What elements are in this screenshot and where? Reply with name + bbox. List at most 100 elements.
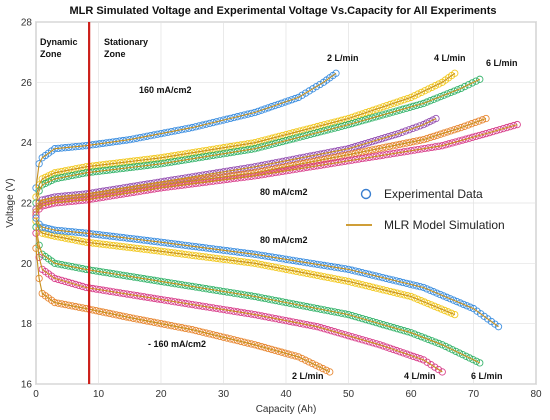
- data-point: [296, 319, 304, 327]
- data-point: [382, 343, 391, 351]
- data-point: [416, 100, 424, 109]
- data-point: [109, 310, 117, 318]
- data-point: [122, 313, 131, 321]
- data-point: [410, 330, 419, 338]
- data-point: [392, 277, 400, 285]
- data-point: [181, 324, 189, 333]
- data-point: [419, 135, 428, 144]
- data-point: [375, 144, 383, 153]
- data-point: [341, 277, 349, 285]
- data-point: [251, 341, 259, 349]
- data-point: [482, 114, 490, 123]
- data-point: [383, 322, 391, 330]
- data-point: [396, 326, 405, 334]
- data-point: [368, 114, 377, 122]
- data-point: [465, 134, 473, 142]
- y-tick-label: 20: [21, 259, 33, 270]
- data-point: [438, 368, 446, 376]
- data-point: [407, 292, 415, 301]
- data-point: [475, 131, 483, 140]
- data-point: [372, 340, 380, 348]
- data-point: [372, 284, 380, 292]
- data-point: [436, 290, 444, 299]
- data-point: [420, 298, 429, 306]
- data-point: [317, 324, 325, 332]
- data-point: [414, 90, 422, 98]
- data-point: [394, 129, 403, 138]
- data-point: [292, 134, 301, 142]
- data-point: [365, 270, 373, 278]
- data-point: [237, 112, 245, 120]
- data-point: [358, 110, 367, 118]
- data-point: [185, 124, 193, 132]
- data-point: [358, 336, 367, 344]
- data-point: [99, 308, 107, 316]
- data-point: [282, 265, 290, 274]
- data-point: [257, 106, 266, 114]
- model-line-4: [35, 118, 437, 210]
- data-point: [64, 172, 73, 180]
- data-point: [465, 354, 474, 362]
- data-point: [403, 292, 412, 300]
- data-point: [315, 363, 323, 371]
- data-point: [119, 312, 127, 320]
- data-point: [285, 136, 294, 144]
- data-point: [308, 359, 317, 368]
- x-tick-label: 30: [218, 389, 230, 400]
- data-point: [71, 263, 80, 272]
- data-point: [358, 269, 366, 277]
- data-point: [413, 137, 421, 145]
- data-point: [385, 142, 394, 151]
- data-point: [330, 275, 339, 283]
- x-tick-label: 10: [93, 389, 105, 400]
- data-point: [427, 301, 435, 309]
- data-point: [482, 129, 490, 138]
- data-point: [330, 308, 339, 316]
- data-point: [372, 319, 380, 327]
- data-point: [361, 140, 369, 148]
- dynamic-zone-label-line2: Zone: [40, 49, 62, 59]
- data-point: [393, 98, 401, 106]
- data-point: [303, 302, 311, 311]
- data-point: [303, 321, 311, 329]
- data-point: [419, 283, 428, 292]
- data-point: [379, 103, 387, 111]
- data-point: [185, 325, 193, 333]
- data-point: [457, 84, 465, 93]
- data-point: [129, 135, 137, 143]
- data-point: [205, 330, 214, 338]
- data-point: [416, 122, 424, 130]
- data-point: [334, 275, 342, 284]
- data-point: [219, 333, 228, 341]
- legend: Experimental Data MLR Model Simulation: [346, 187, 505, 232]
- data-point: [344, 310, 353, 319]
- data-point: [61, 300, 69, 309]
- data-point: [383, 101, 391, 110]
- series-11: [32, 244, 334, 376]
- data-point: [399, 278, 407, 287]
- data-point: [459, 351, 467, 359]
- data-point: [334, 123, 342, 131]
- data-point: [275, 297, 283, 305]
- data-point: [54, 260, 62, 268]
- data-point: [351, 312, 360, 321]
- data-point: [264, 295, 273, 303]
- data-point: [409, 124, 417, 133]
- data-point: [351, 334, 360, 342]
- data-point: [472, 77, 480, 85]
- data-point: [348, 278, 356, 286]
- data-point: [355, 118, 363, 126]
- data-point: [136, 315, 144, 324]
- x-tick-label: 80: [530, 389, 542, 400]
- data-point: [240, 111, 248, 119]
- data-point: [278, 298, 287, 306]
- data-point: [448, 346, 457, 354]
- data-point: [305, 358, 313, 366]
- axis-ticks: 0 10 20 30 40 50 60 70 80 16 18 20 22 24 26 28: [21, 18, 542, 401]
- data-point: [436, 130, 445, 138]
- data-point: [462, 135, 470, 143]
- data-point: [75, 237, 83, 245]
- data-point: [393, 325, 401, 333]
- data-point: [271, 314, 280, 323]
- data-point: [292, 319, 301, 327]
